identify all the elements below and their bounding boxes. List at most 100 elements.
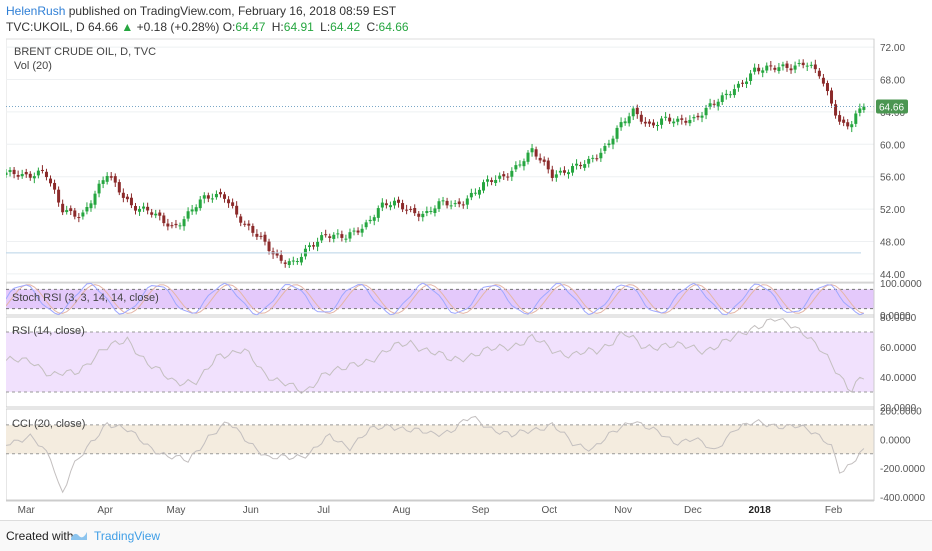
price-tick-label: 56.00 <box>880 173 905 184</box>
candle-body <box>186 211 190 219</box>
price-pane[interactable]: 72.0068.0064.0060.0056.0052.0048.0044.00… <box>4 38 908 283</box>
candle-body <box>20 173 24 177</box>
candle-body <box>332 234 336 239</box>
candle-body <box>4 172 8 175</box>
candle-body <box>360 228 364 233</box>
time-axis-label: Aug <box>393 505 411 515</box>
candle-body <box>287 261 291 266</box>
candle-body <box>210 198 214 200</box>
cci-pane[interactable]: 200.0000 0.0000 -200.0000 -400.0000 <box>5 406 925 504</box>
candle-body <box>781 64 785 67</box>
candle-body <box>514 165 518 170</box>
close-value: 64.66 <box>378 20 409 34</box>
time-axis-label: 2018 <box>749 505 772 515</box>
candle-body <box>647 121 651 124</box>
candle-body <box>36 170 40 176</box>
candle-body <box>81 212 85 217</box>
candle-body <box>668 117 672 122</box>
chart-svg[interactable]: 72.0068.0064.0060.0056.0052.0048.0044.00… <box>4 37 926 516</box>
candle-body <box>518 164 522 166</box>
candle-body <box>696 115 700 118</box>
candle-body <box>635 107 639 115</box>
tradingview-link[interactable]: TradingView <box>94 529 161 543</box>
candle-body <box>550 169 554 178</box>
publication-line: HelenRush published on TradingView.com, … <box>6 4 396 18</box>
candle-body <box>461 204 465 206</box>
low-label: L: <box>320 20 331 34</box>
candle-body <box>749 73 753 81</box>
candle-body <box>643 121 647 124</box>
candle-body <box>142 206 146 209</box>
close-label: C: <box>366 20 379 34</box>
low-value: 64.42 <box>330 20 361 34</box>
cci-line <box>5 415 865 494</box>
candle-body <box>473 192 477 194</box>
price-tick-label: 60.00 <box>880 140 905 151</box>
candle-body <box>24 171 28 175</box>
stoch-rsi-d-line <box>5 284 865 314</box>
candle-body <box>813 64 817 70</box>
candle-body <box>166 223 170 227</box>
author-link[interactable]: HelenRush <box>6 4 66 18</box>
candle-body <box>676 118 680 122</box>
candle-body <box>429 210 433 212</box>
candle-body <box>445 200 449 206</box>
time-axis-label: Jul <box>317 505 330 515</box>
cci-tick-label: -400.0000 <box>880 493 925 504</box>
candle-body <box>154 213 158 216</box>
candle-body <box>178 225 182 227</box>
candle-body <box>182 219 186 227</box>
candle-body <box>267 241 271 252</box>
candle-body <box>506 176 510 178</box>
candle-body <box>413 207 417 214</box>
candle-body <box>425 210 429 214</box>
candle-body <box>150 212 154 215</box>
candle-body <box>740 82 744 84</box>
candle-body <box>486 179 490 182</box>
candle-body <box>591 157 595 159</box>
candle-body <box>121 192 125 198</box>
candle-body <box>251 225 255 233</box>
candle-body <box>720 95 724 102</box>
tradingview-logo-icon <box>71 532 87 540</box>
candle-body <box>619 122 623 128</box>
candle-body <box>113 176 117 183</box>
candle-body <box>732 89 736 96</box>
candle-body <box>724 93 728 96</box>
candle-body <box>235 205 239 215</box>
candle-body <box>736 83 740 88</box>
candle-body <box>44 171 48 178</box>
candle-body <box>595 158 599 160</box>
cci-tick-label: 0.0000 <box>880 435 911 446</box>
candle-body <box>482 182 486 191</box>
candle-body <box>801 62 805 66</box>
candle-body <box>117 182 121 193</box>
time-axis[interactable]: Mar Apr May Jun Jul Aug Sep Oct Nov Dec 2018 Feb <box>6 39 875 516</box>
time-axis-label: Apr <box>97 505 113 515</box>
candle-body <box>542 159 546 162</box>
candle-body <box>850 124 854 128</box>
candle-body <box>409 208 413 210</box>
candle-body <box>546 160 550 170</box>
candle-body <box>283 262 287 264</box>
candle-body <box>227 199 231 204</box>
candle-body <box>797 63 801 65</box>
candle-body <box>202 195 206 199</box>
candle-body <box>376 208 380 218</box>
time-axis-label: Dec <box>684 505 702 515</box>
candle-body <box>639 114 643 122</box>
candle-body <box>85 206 89 212</box>
time-axis-label: Oct <box>541 505 557 515</box>
candle-body <box>538 157 542 161</box>
candle-body <box>753 67 757 72</box>
candle-body <box>510 170 514 177</box>
price-plot-area <box>5 38 875 283</box>
candle-body <box>125 196 129 200</box>
candle-body <box>842 119 846 123</box>
rsi-pane[interactable]: 80.0000 60.0000 40.0000 20.0000 <box>5 313 917 414</box>
footer-bar: Created with TradingView <box>0 520 932 551</box>
candle-body <box>421 213 425 218</box>
candle-body <box>457 201 461 205</box>
candle-body <box>773 67 777 70</box>
candle-body <box>566 172 570 175</box>
